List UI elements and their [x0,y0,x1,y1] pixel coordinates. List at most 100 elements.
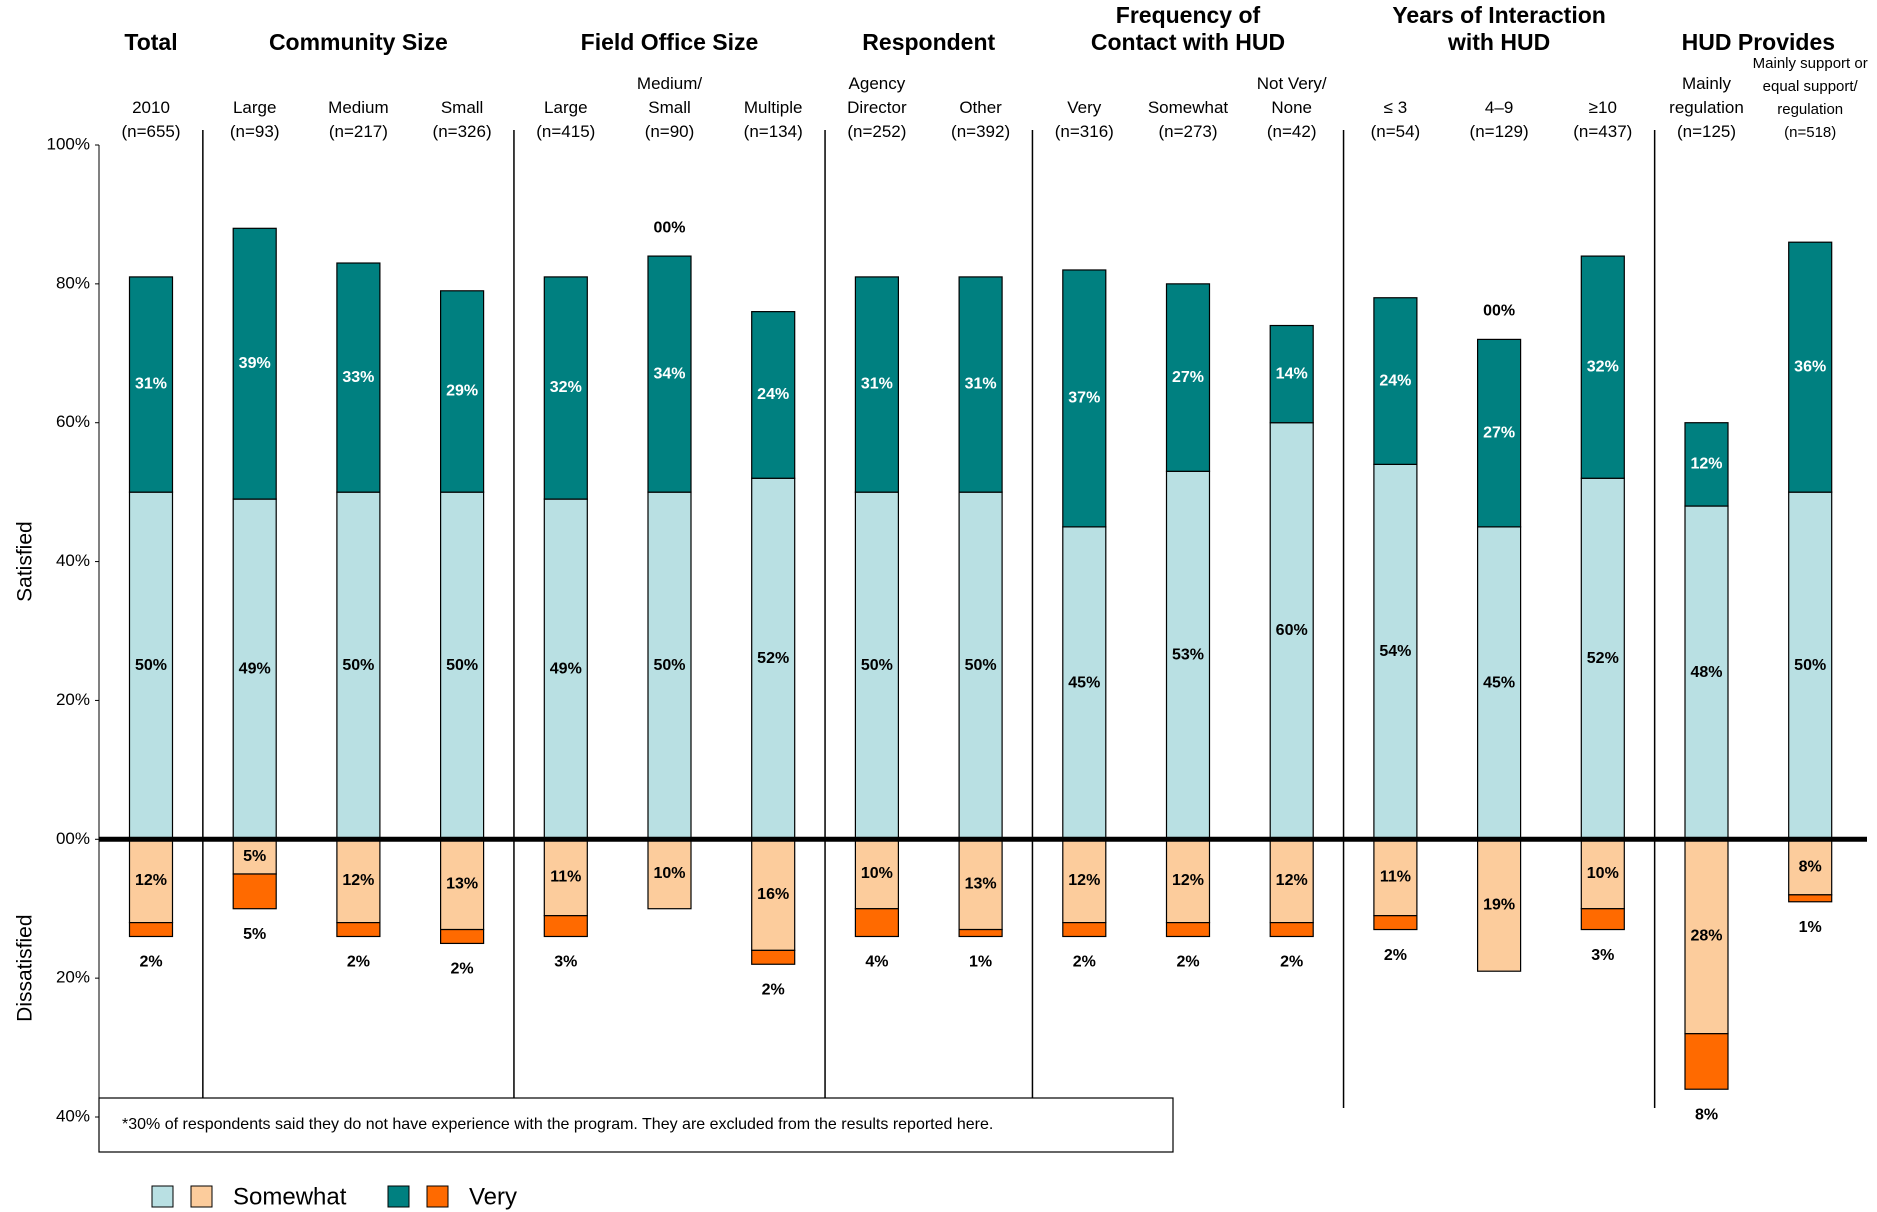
data-label: 3% [1591,947,1614,964]
group-title: Years of Interaction with HUD [1392,2,1605,55]
data-label: 31% [135,376,167,393]
bar-segment [1269,838,1314,924]
bar-segment [1269,422,1314,840]
data-label: 13% [446,876,478,893]
bar-segment [751,949,796,965]
data-label: 8% [1799,858,1822,875]
data-label: 45% [1068,674,1100,691]
x-tick-label: Very (n=316) [1055,98,1114,141]
group-title: Frequency of Contact with HUD [1091,2,1285,55]
data-label: 54% [1379,643,1411,660]
data-label: 50% [965,657,997,674]
data-label: 50% [135,657,167,674]
data-label: 31% [965,376,997,393]
data-label: 5% [243,926,266,943]
data-label: 2% [1280,954,1303,971]
bar-segment [1165,921,1211,938]
data-label: 5% [243,848,266,865]
bar-segment [958,838,1003,931]
data-label: 12% [1068,872,1100,889]
y-tick-label: 40% [56,551,90,570]
data-label: 12% [135,872,167,889]
data-label: 10% [861,865,893,882]
data-label: 49% [550,660,582,677]
x-tick-label: Somewhat (n=273) [1148,98,1229,141]
x-tick-label: Mainly support or equal support/regulatio… [1753,55,1868,141]
bar-segment [1788,894,1833,903]
data-label: 50% [861,657,893,674]
data-label: 14% [1276,365,1308,382]
data-label: 33% [342,369,374,386]
group-title: Community Size [269,29,448,55]
bar-segment [128,491,174,840]
data-label: 10% [653,865,685,882]
data-label: 2% [451,961,474,978]
data-label: 32% [1587,358,1619,375]
y-tick-label: 20% [56,968,90,987]
data-label: 16% [757,886,789,903]
x-tick-label: Large (n=93) [230,98,280,141]
bar-segment [1062,838,1107,924]
y-tick-label: 100% [47,134,90,153]
bar-segment [1269,324,1314,424]
data-label: 1% [1799,919,1822,936]
data-label: 52% [757,650,789,667]
y-tick-label: 80% [56,273,90,292]
data-label: 32% [550,379,582,396]
bar-segment [128,838,174,924]
bar-segment [128,276,174,493]
x-tick-label: Other (n=392) [951,98,1010,141]
bar-segment [440,928,485,945]
data-label: 10% [1587,865,1619,882]
bar-segment [1476,338,1522,528]
bar-segment [854,276,900,493]
legend-swatch [387,1185,410,1208]
bar-segment [1373,463,1418,840]
bar-segment [1476,526,1522,840]
data-label: 8% [1695,1106,1718,1123]
bar-segment [751,311,796,479]
data-label: 12% [342,872,374,889]
bar-segment [1684,422,1729,507]
bar-segment [1580,908,1625,931]
footnote-box [98,1097,1174,1153]
data-label: 11% [550,869,581,886]
bar-segment [543,498,588,840]
bar-segment [1788,838,1833,896]
bar-segment [751,477,796,840]
bar-segment [854,908,900,938]
data-label: 29% [446,383,478,400]
axis-title: Dissatisfied [14,914,37,1021]
group-title: HUD Provides [1682,29,1835,55]
data-label: 2% [1384,947,1407,964]
data-label: 2% [139,954,162,971]
data-label: 19% [1483,896,1515,913]
data-label: 12% [1690,456,1722,473]
bar-segment [232,227,277,500]
data-label: 50% [446,657,478,674]
data-label: 50% [342,657,374,674]
data-label: 00% [653,219,685,236]
data-label: 36% [1794,358,1826,375]
y-tick-label: 20% [56,690,90,709]
legend-swatch [426,1185,449,1208]
data-label: 53% [1172,647,1204,664]
x-tick-label: ≤ 3 (n=54) [1371,98,1421,141]
bar-segment [1684,1033,1729,1090]
bar-segment [543,276,588,500]
bar-segment [440,491,485,840]
bar-segment [440,838,485,931]
bar-segment [232,873,277,910]
data-label: 60% [1276,622,1308,639]
data-label: 24% [757,386,789,403]
x-tick-label: Multiple (n=134) [744,98,803,141]
bar-segment [336,838,381,924]
bar-segment [1476,838,1522,972]
data-label: 45% [1483,674,1515,691]
group-title: Total [124,29,177,55]
data-label: 48% [1690,664,1722,681]
bar-segment [1788,491,1833,840]
data-label: 31% [861,376,893,393]
bar-segment [543,915,588,938]
